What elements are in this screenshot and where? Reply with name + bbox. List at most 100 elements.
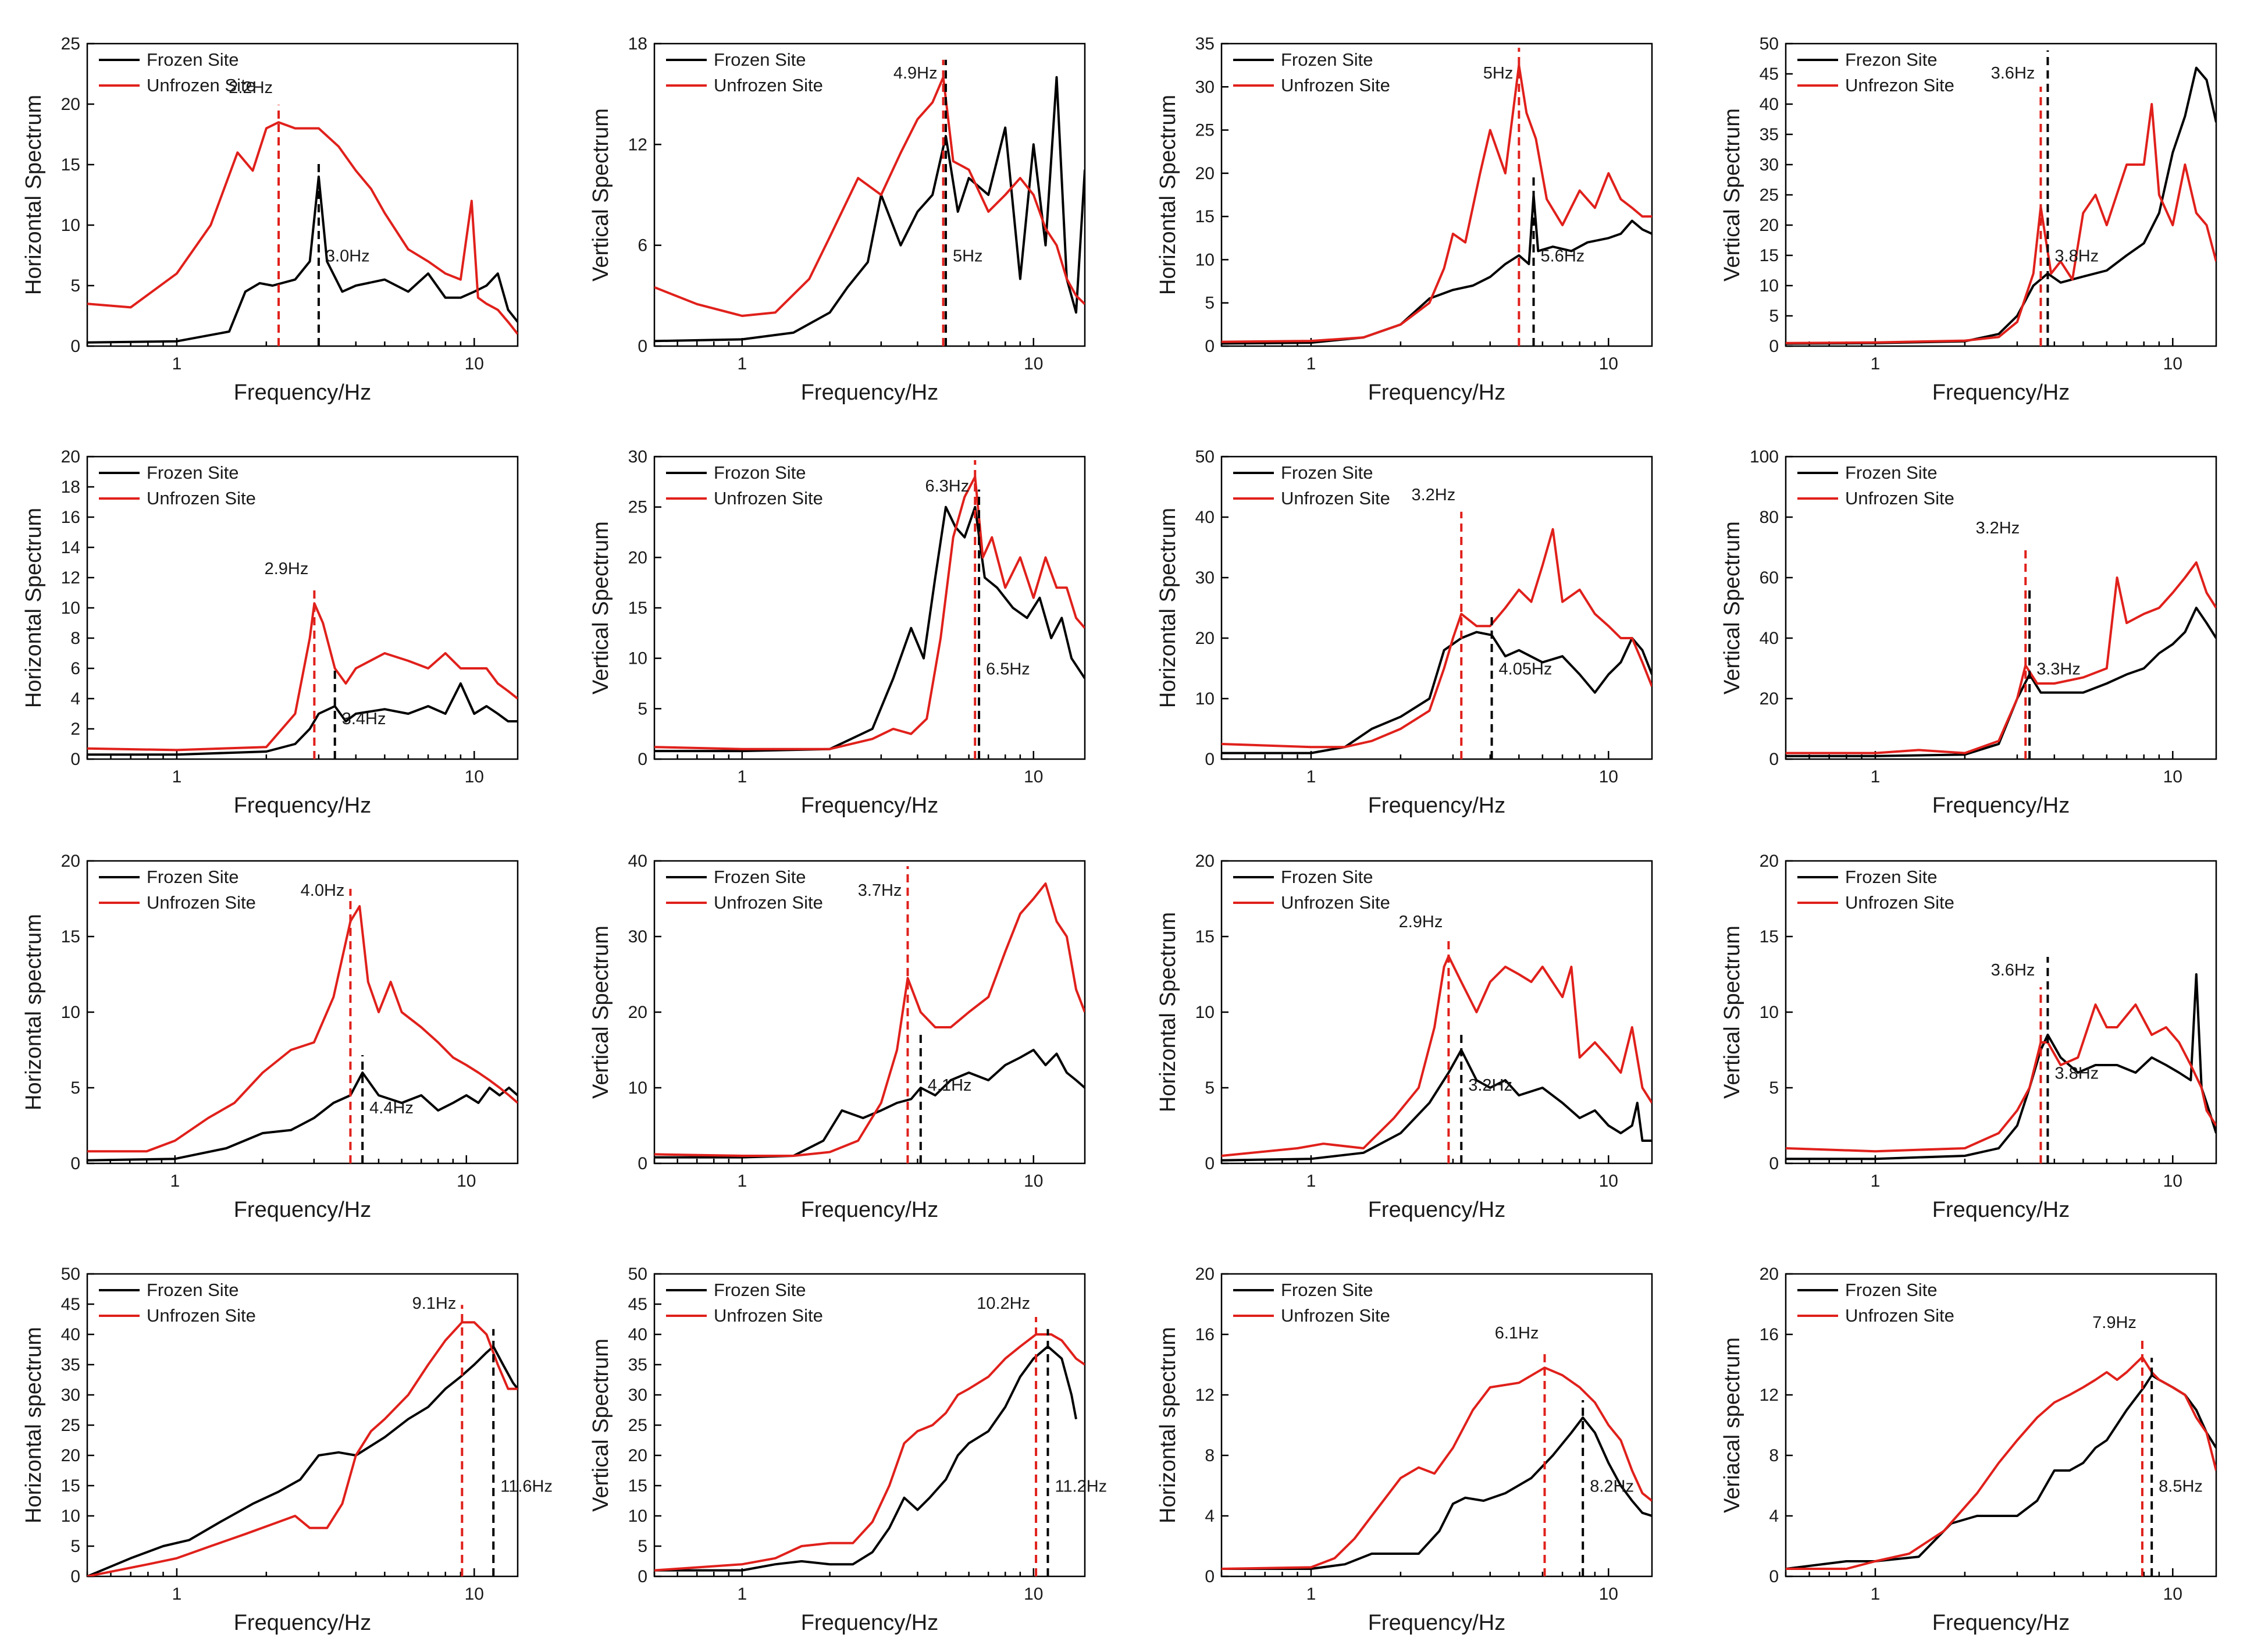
y-tick-label: 40 bbox=[1760, 95, 1779, 114]
legend-label-unfrozen: Unfrozen Site bbox=[1845, 892, 1954, 913]
y-tick-label: 0 bbox=[1769, 1567, 1779, 1586]
x-axis-label: Frequency/Hz bbox=[801, 1611, 939, 1635]
frozen-series-line bbox=[654, 505, 1085, 753]
legend-label-frozen: Frozen Site bbox=[147, 1280, 239, 1300]
y-tick-label: 35 bbox=[628, 1355, 647, 1375]
spectrum-panel-8: 0 20 40 60 80 100 1 10 Frequency/Hz Vertical Spec… bbox=[1720, 447, 2217, 818]
y-axis-label: Vertical Spectrum bbox=[589, 521, 613, 695]
x-tick-label: 1 bbox=[1871, 1172, 1881, 1191]
frozen-peak-label: 11.6Hz bbox=[500, 1477, 553, 1496]
y-tick-label: 20 bbox=[1195, 629, 1215, 648]
unfrozen-series-line bbox=[87, 1321, 518, 1576]
unfrozen-peak-label: 10.2Hz bbox=[977, 1294, 1030, 1313]
y-tick-label: 5 bbox=[1205, 294, 1215, 313]
unfrozen-peak-label: 5Hz bbox=[1483, 64, 1514, 83]
y-tick-label: 35 bbox=[1760, 125, 1779, 144]
plot-frame bbox=[1220, 42, 1653, 347]
legend-label-unfrozen: Unfrozen Site bbox=[147, 1305, 256, 1326]
spectrum-panel-4: 0 5 10 15 20 25 30 35 40 45 50 1 10 Frequency/Hz Verti… bbox=[1720, 34, 2217, 405]
y-axis-label: Vertical Spectrum bbox=[1720, 108, 1744, 282]
y-tick-label: 15 bbox=[1195, 927, 1215, 946]
frozen-series-line bbox=[1222, 631, 1652, 754]
y-tick-label: 15 bbox=[61, 927, 80, 946]
x-tick-label: 10 bbox=[465, 1585, 484, 1604]
y-tick-label: 30 bbox=[1195, 77, 1215, 97]
y-tick-label: 20 bbox=[1195, 852, 1215, 871]
legend-label-frozen: Frezon Site bbox=[1845, 49, 1938, 70]
y-tick-label: 60 bbox=[1760, 568, 1779, 588]
y-tick-label: 6 bbox=[70, 659, 80, 678]
y-tick-label: 50 bbox=[61, 1265, 80, 1284]
legend-label-unfrozen: Unfrozen Site bbox=[1281, 1305, 1390, 1326]
frozen-series-line bbox=[1222, 194, 1652, 345]
plot-frame bbox=[653, 42, 1086, 347]
frozen-series-line bbox=[1786, 607, 2216, 757]
x-axis-label: Frequency/Hz bbox=[1932, 1611, 2070, 1635]
unfrozen-peak-label: 3.7Hz bbox=[858, 881, 902, 900]
legend-label-frozen: Frozen Site bbox=[147, 462, 239, 483]
unfrozen-series-line bbox=[1222, 955, 1652, 1157]
unfrozen-series-line bbox=[1222, 1366, 1652, 1570]
frozen-peak-label: 5Hz bbox=[953, 247, 983, 265]
y-tick-label: 15 bbox=[1760, 246, 1779, 265]
frozen-series-line bbox=[87, 1345, 518, 1576]
frozen-series-line bbox=[654, 1049, 1085, 1159]
y-tick-label: 12 bbox=[1195, 1386, 1215, 1405]
y-tick-label: 5 bbox=[638, 1537, 647, 1556]
spectrum-panel-7: 0 10 20 30 40 50 1 10 Frequency/Hz Horizontal Spe… bbox=[1156, 447, 1653, 818]
y-tick-label: 0 bbox=[638, 1154, 647, 1173]
unfrozen-peak-label: 2.2Hz bbox=[229, 79, 273, 97]
x-tick-label: 1 bbox=[172, 767, 182, 786]
x-tick-label: 10 bbox=[465, 354, 484, 373]
y-tick-label: 15 bbox=[628, 1476, 647, 1496]
y-tick-label: 10 bbox=[1195, 689, 1215, 708]
y-tick-label: 0 bbox=[1205, 337, 1215, 356]
legend-label-frozen: Frozen Site bbox=[1281, 462, 1373, 483]
x-tick-label: 1 bbox=[172, 1585, 182, 1604]
unfrozen-series-line bbox=[1786, 1003, 2216, 1153]
legend-label-frozen: Frozon Site bbox=[714, 462, 806, 483]
y-tick-label: 5 bbox=[70, 1537, 80, 1556]
frozen-peak-label: 4.05Hz bbox=[1499, 660, 1552, 678]
x-tick-label: 1 bbox=[1306, 354, 1316, 373]
y-axis-label: Horizontal spectrum bbox=[22, 914, 46, 1110]
x-tick-label: 10 bbox=[1024, 1585, 1043, 1604]
x-axis-label: Frequency/Hz bbox=[801, 793, 939, 818]
y-tick-label: 15 bbox=[628, 599, 647, 618]
frozen-peak-label: 3.8Hz bbox=[2054, 247, 2099, 265]
y-tick-label: 12 bbox=[1760, 1386, 1779, 1405]
y-tick-label: 30 bbox=[628, 927, 647, 946]
frozen-series-line bbox=[1786, 1374, 2216, 1570]
y-tick-label: 35 bbox=[61, 1355, 80, 1375]
legend-label-frozen: Frozen Site bbox=[147, 49, 239, 70]
y-tick-label: 10 bbox=[1760, 276, 1779, 295]
unfrozen-peak-label: 6.3Hz bbox=[925, 477, 969, 496]
frozen-peak-label: 3.4Hz bbox=[342, 710, 386, 728]
unfrozen-series-line bbox=[654, 1333, 1085, 1572]
y-tick-label: 20 bbox=[61, 1446, 80, 1465]
x-tick-label: 10 bbox=[1024, 767, 1043, 786]
y-tick-label: 50 bbox=[1760, 34, 1779, 54]
y-tick-label: 6 bbox=[638, 236, 647, 255]
legend-label-frozen: Frozen Site bbox=[147, 867, 239, 887]
y-tick-label: 10 bbox=[628, 1507, 647, 1526]
x-axis-label: Frequency/Hz bbox=[234, 1198, 372, 1222]
x-axis-label: Frequency/Hz bbox=[801, 1198, 939, 1222]
y-tick-label: 8 bbox=[1205, 1446, 1215, 1465]
x-axis-label: Frequency/Hz bbox=[1368, 380, 1506, 405]
spectrum-panel-1: 0 5 10 15 20 25 1 10 Frequency/Hz Horizontal Spec… bbox=[22, 34, 519, 405]
legend-label-frozen: Frozen Site bbox=[1845, 867, 1938, 887]
y-tick-label: 0 bbox=[70, 1567, 80, 1586]
y-axis-label: Vertical Spectrum bbox=[1720, 521, 1744, 695]
spectrum-panel-3: 0 5 10 15 20 25 30 35 1 10 Frequency/Hz Horizontal … bbox=[1156, 34, 1653, 405]
y-tick-label: 20 bbox=[1195, 164, 1215, 183]
spectrum-panel-14: 0 5 10 15 20 25 30 35 40 45 50 1 10 Frequency/Hz Verti… bbox=[589, 1265, 1107, 1635]
y-tick-label: 45 bbox=[61, 1295, 80, 1314]
x-tick-label: 10 bbox=[2163, 767, 2182, 786]
unfrozen-series-line bbox=[1786, 561, 2216, 754]
unfrozen-series-line bbox=[87, 905, 518, 1153]
y-tick-label: 20 bbox=[1760, 689, 1779, 708]
y-tick-label: 15 bbox=[1195, 207, 1215, 226]
unfrozen-peak-label: 2.9Hz bbox=[265, 560, 309, 578]
y-tick-label: 10 bbox=[628, 1078, 647, 1098]
